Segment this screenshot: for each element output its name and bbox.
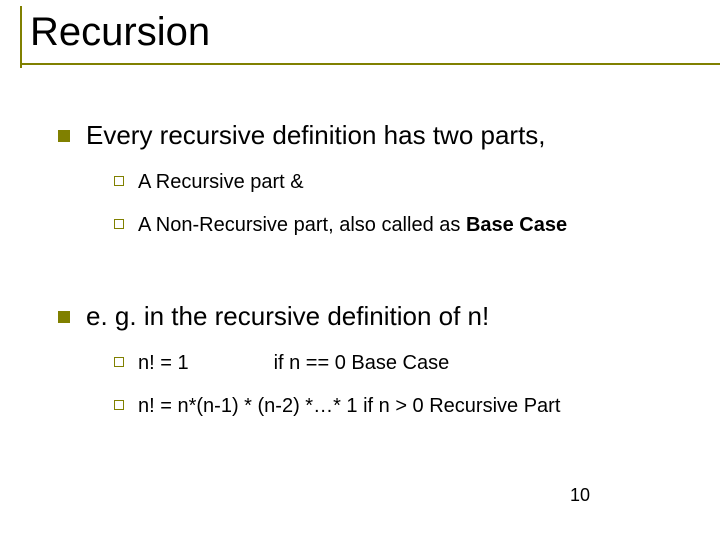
bullet-level2: A Recursive part &	[114, 171, 678, 194]
hollow-square-bullet-icon	[114, 219, 124, 229]
bullet-text: Every recursive definition has two parts…	[86, 120, 546, 150]
square-bullet-icon	[58, 311, 70, 323]
bullet-text-prefix: A Non-Recursive part, also called as	[138, 214, 466, 236]
title-rule-bottom	[20, 63, 720, 65]
bullet-level2: n! = n*(n-1) * (n-2) *…* 1 if n > 0 Recu…	[114, 395, 678, 418]
hollow-square-bullet-icon	[114, 176, 124, 186]
formula-full: n! = n*(n-1) * (n-2) *…* 1 if n > 0 Recu…	[138, 395, 560, 417]
title-block: Recursion	[20, 10, 700, 59]
bullet-level2: n! = 1 if n == 0 Base Case	[114, 352, 678, 375]
slide-title: Recursion	[20, 10, 700, 59]
title-rule-left	[20, 6, 22, 68]
bullet-text: A Recursive part &	[138, 171, 304, 193]
bullet-level1: Every recursive definition has two parts…	[58, 120, 678, 237]
content-area: Every recursive definition has two parts…	[58, 120, 678, 446]
page-number: 10	[570, 485, 590, 506]
bullet-text-bold: Base Case	[466, 214, 567, 236]
bullet-level1: e. g. in the recursive definition of n! …	[58, 301, 678, 418]
hollow-square-bullet-icon	[114, 357, 124, 367]
formula-right: if n == 0 Base Case	[274, 352, 450, 374]
bullet-level2: A Non-Recursive part, also called as Bas…	[114, 214, 678, 237]
hollow-square-bullet-icon	[114, 400, 124, 410]
formula-left: n! = 1	[138, 352, 268, 375]
bullet-text: e. g. in the recursive definition of n!	[86, 301, 489, 331]
square-bullet-icon	[58, 130, 70, 142]
slide: Recursion Every recursive definition has…	[0, 0, 720, 540]
spacer	[58, 265, 678, 301]
